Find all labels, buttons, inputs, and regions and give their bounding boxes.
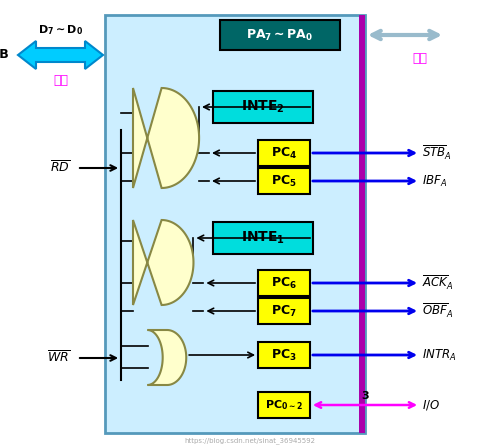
Text: $\mathbf{PC_4}$: $\mathbf{PC_4}$ (271, 146, 297, 160)
Bar (258, 392, 310, 418)
Text: $\overline{RD}$: $\overline{RD}$ (50, 160, 70, 176)
Text: $\mathbf{PC_{0\sim2}}$: $\mathbf{PC_{0\sim2}}$ (265, 398, 303, 412)
Bar (258, 298, 310, 324)
Polygon shape (133, 88, 199, 188)
Text: $\overline{ACK}_A$: $\overline{ACK}_A$ (422, 274, 454, 292)
Polygon shape (147, 330, 186, 385)
Text: 双向: 双向 (53, 74, 68, 87)
Text: $\mathbf{INTE_2}$: $\mathbf{INTE_2}$ (241, 99, 285, 115)
Bar (258, 342, 310, 368)
Bar (213, 91, 313, 123)
Text: $INTR_A$: $INTR_A$ (422, 348, 457, 362)
Text: $\mathbf{PC_3}$: $\mathbf{PC_3}$ (271, 348, 297, 362)
Bar (220, 20, 340, 50)
Text: https://blog.csdn.net/sinat_36945592: https://blog.csdn.net/sinat_36945592 (184, 438, 316, 444)
Text: $IBF_A$: $IBF_A$ (422, 173, 447, 189)
Text: $\mathbf{PA_7{\sim}PA_0}$: $\mathbf{PA_7{\sim}PA_0}$ (246, 27, 314, 43)
Bar (213, 222, 313, 254)
Polygon shape (18, 41, 103, 69)
Text: $\mathbf{PC_5}$: $\mathbf{PC_5}$ (271, 173, 297, 189)
Text: $\mathbf{INTE_1}$: $\mathbf{INTE_1}$ (241, 230, 285, 246)
Text: $\mathbf{D_7{\sim}D_0}$: $\mathbf{D_7{\sim}D_0}$ (38, 23, 83, 37)
Text: DB: DB (0, 48, 10, 61)
Bar (258, 270, 310, 296)
Bar (359, 15, 365, 433)
Text: 3: 3 (361, 391, 369, 401)
Text: $I/O$: $I/O$ (422, 398, 440, 412)
Text: $\overline{WR}$: $\overline{WR}$ (47, 350, 70, 366)
Text: $\mathbf{PC_7}$: $\mathbf{PC_7}$ (271, 303, 297, 319)
Bar (258, 168, 310, 194)
Bar (258, 140, 310, 166)
Text: 双向: 双向 (412, 52, 427, 65)
Bar (105, 15, 365, 433)
Text: $\mathbf{PC_6}$: $\mathbf{PC_6}$ (271, 276, 297, 291)
Text: $\overline{OBF}_A$: $\overline{OBF}_A$ (422, 302, 453, 320)
Polygon shape (133, 220, 193, 305)
Text: $\overline{STB}_A$: $\overline{STB}_A$ (422, 144, 452, 162)
